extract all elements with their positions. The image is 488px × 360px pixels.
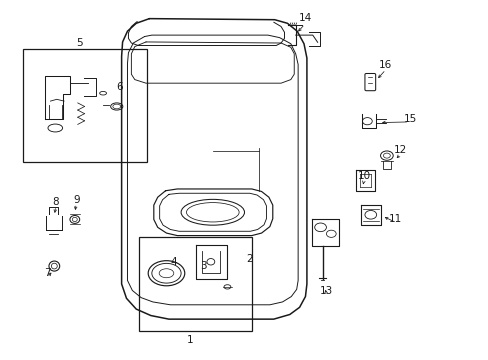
Text: 16: 16 — [379, 59, 392, 69]
Bar — [139, 237, 251, 330]
Text: 12: 12 — [393, 144, 407, 154]
Text: 9: 9 — [73, 195, 80, 205]
Text: 8: 8 — [52, 197, 59, 207]
Text: 11: 11 — [388, 215, 402, 224]
Text: 2: 2 — [245, 254, 252, 264]
Text: 3: 3 — [199, 261, 206, 271]
Bar — [22, 49, 147, 162]
Text: 15: 15 — [403, 114, 416, 124]
Text: 1: 1 — [186, 334, 193, 345]
Text: 10: 10 — [357, 171, 370, 181]
Text: 5: 5 — [76, 38, 83, 48]
Text: 4: 4 — [170, 257, 177, 267]
Text: 6: 6 — [116, 82, 122, 92]
Text: 7: 7 — [43, 268, 50, 278]
Text: 13: 13 — [319, 286, 332, 296]
Text: 14: 14 — [298, 13, 311, 23]
